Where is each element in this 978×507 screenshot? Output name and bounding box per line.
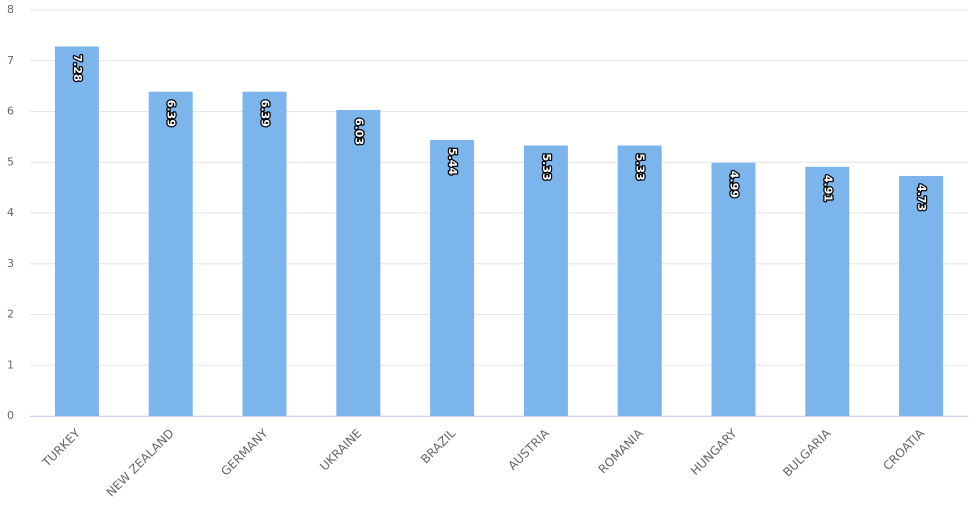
bar [54,46,99,416]
data-label: 7.28 [71,55,84,82]
data-label: 5.33 [634,154,647,181]
y-tick-label: 4 [7,206,14,219]
bar [711,162,756,416]
bar [805,166,850,416]
x-tick-label: ROMANIA [596,426,647,477]
x-tick-label: TURKEY [39,426,83,470]
x-tick-label: CROATIA [880,426,927,473]
data-label: 4.91 [821,175,834,202]
y-tick-label: 6 [7,105,14,118]
bar [523,145,568,416]
y-tick-label: 3 [7,257,14,270]
bar [336,109,381,416]
data-label: 5.33 [540,154,553,181]
y-tick-label: 5 [7,155,14,168]
data-label: 6.39 [259,100,272,127]
data-label: 5.44 [446,148,459,175]
bar [430,139,475,417]
y-tick-label: 1 [7,358,14,371]
bar [242,91,287,417]
data-label: 6.03 [352,118,365,145]
x-tick-label: HUNGARY [688,426,740,478]
x-tick-label: BULGARIA [780,426,834,480]
bar [899,175,944,416]
bar [148,91,193,417]
y-tick-label: 2 [7,308,14,321]
x-tick-label: AUSTRIA [505,426,552,473]
bar [617,145,662,416]
data-label: 4.73 [915,184,928,211]
x-tick-label: BRAZIL [418,426,458,466]
x-tick-label: GERMANY [218,426,271,479]
y-tick-label: 0 [7,409,14,422]
x-tick-label: NEW ZEALAND [104,426,177,499]
data-label: 4.99 [728,171,741,198]
data-label: 6.39 [165,100,178,127]
x-tick-label: UKRAINE [317,426,364,473]
y-tick-label: 7 [7,54,14,67]
y-tick-label: 8 [7,3,14,16]
